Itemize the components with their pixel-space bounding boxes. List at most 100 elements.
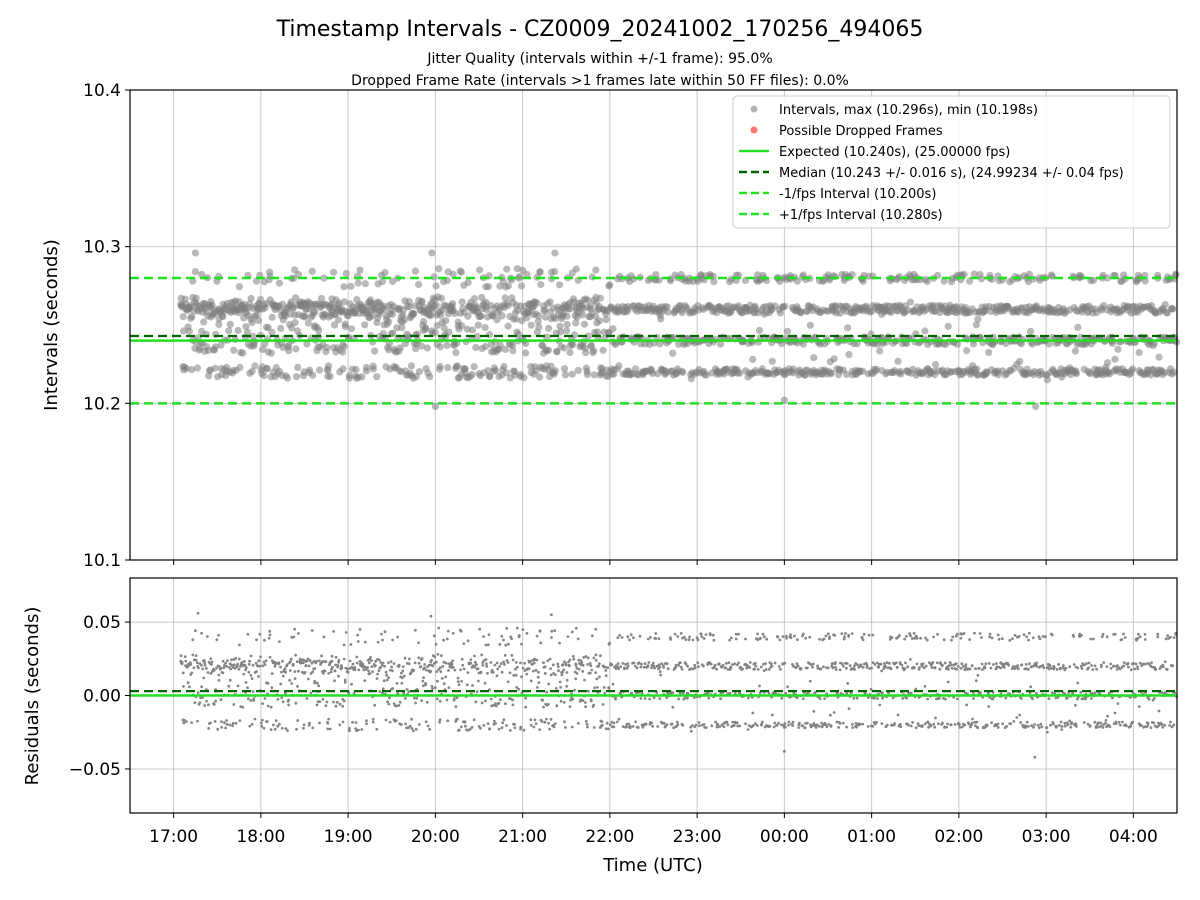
interval-point — [481, 323, 489, 332]
residual-point — [554, 687, 558, 690]
residual-point — [525, 632, 529, 635]
residual-point — [281, 674, 285, 678]
residual-point — [484, 658, 488, 661]
residual-point — [753, 661, 757, 665]
residual-point — [1072, 635, 1076, 638]
residual-point — [866, 696, 870, 699]
residual-point — [280, 726, 284, 730]
residual-point — [500, 726, 504, 730]
residual-point — [183, 655, 187, 658]
residual-point — [258, 664, 262, 668]
residual-point — [263, 697, 267, 700]
residual-point — [452, 697, 456, 701]
interval-point — [330, 321, 339, 329]
residual-point — [780, 723, 783, 727]
interval-point — [254, 316, 263, 324]
residual-point — [923, 685, 927, 688]
residual-point — [262, 726, 266, 730]
interval-point — [1043, 376, 1051, 384]
residual-point — [783, 661, 787, 665]
interval-point — [191, 268, 199, 276]
residual-point — [924, 664, 928, 668]
residual-point — [368, 672, 372, 675]
interval-point — [458, 322, 466, 330]
residual-point — [898, 634, 901, 637]
residual-point — [557, 669, 560, 673]
residual-point — [1082, 697, 1085, 701]
residual-point — [454, 705, 458, 709]
residual-point — [728, 692, 732, 695]
residual-point — [621, 662, 625, 665]
residual-point — [844, 632, 847, 635]
interval-point — [527, 321, 535, 329]
residual-point — [513, 723, 516, 726]
residual-point — [524, 705, 527, 709]
residual-point — [820, 721, 823, 725]
residual-point — [216, 727, 220, 731]
residual-point — [192, 666, 196, 670]
residual-point — [910, 637, 914, 640]
residual-point — [930, 666, 934, 669]
residual-point — [1007, 663, 1010, 667]
residual-point — [336, 664, 340, 667]
residual-point — [767, 667, 771, 671]
residual-point — [510, 654, 514, 657]
interval-point — [1074, 323, 1082, 331]
residual-point — [365, 719, 368, 723]
residual-point — [911, 721, 914, 724]
interval-point — [342, 269, 350, 278]
interval-point — [970, 270, 979, 278]
interval-point — [405, 332, 413, 341]
residual-point — [1155, 725, 1159, 729]
residual-point — [410, 727, 414, 730]
residual-point — [412, 729, 415, 733]
residual-point — [831, 662, 834, 665]
residual-point — [683, 696, 687, 700]
interval-point — [717, 340, 725, 348]
residual-point — [1138, 635, 1142, 639]
residual-point — [802, 632, 805, 636]
residual-point — [1027, 725, 1030, 728]
residual-point — [370, 659, 373, 662]
residual-point — [604, 674, 608, 678]
residual-point — [846, 682, 850, 685]
residual-point — [817, 724, 821, 728]
residual-point — [417, 656, 421, 660]
residual-point — [321, 697, 325, 701]
residual-point — [639, 665, 643, 669]
residual-point — [1087, 666, 1090, 670]
residual-point — [1063, 721, 1067, 725]
residual-point — [988, 696, 992, 699]
interval-point — [931, 361, 940, 369]
residual-point — [935, 661, 939, 665]
interval-point — [385, 318, 393, 326]
residual-point — [676, 723, 680, 727]
interval-point — [208, 301, 216, 309]
residual-point — [651, 724, 654, 728]
interval-point — [301, 312, 309, 320]
residual-point — [371, 670, 374, 674]
residual-point — [1172, 636, 1176, 639]
residual-point — [1070, 721, 1074, 725]
interval-point — [897, 370, 905, 378]
interval-point — [442, 317, 450, 325]
residual-point — [255, 638, 258, 642]
residual-point — [561, 663, 565, 666]
residual-point — [901, 697, 905, 700]
residual-point — [816, 664, 819, 668]
residual-point — [312, 660, 316, 663]
residual-point — [646, 664, 650, 667]
residual-point — [521, 666, 525, 670]
residual-point — [1079, 691, 1083, 694]
residual-point — [834, 665, 837, 669]
interval-point — [780, 396, 788, 404]
residual-point — [576, 722, 580, 725]
residual-point — [1061, 666, 1065, 669]
residual-point — [222, 666, 226, 670]
residual-point — [373, 703, 376, 707]
residual-point — [932, 635, 935, 639]
residual-point — [1165, 668, 1169, 671]
residual-point — [1169, 720, 1172, 724]
interval-point — [517, 282, 526, 290]
residual-point — [1055, 725, 1058, 728]
